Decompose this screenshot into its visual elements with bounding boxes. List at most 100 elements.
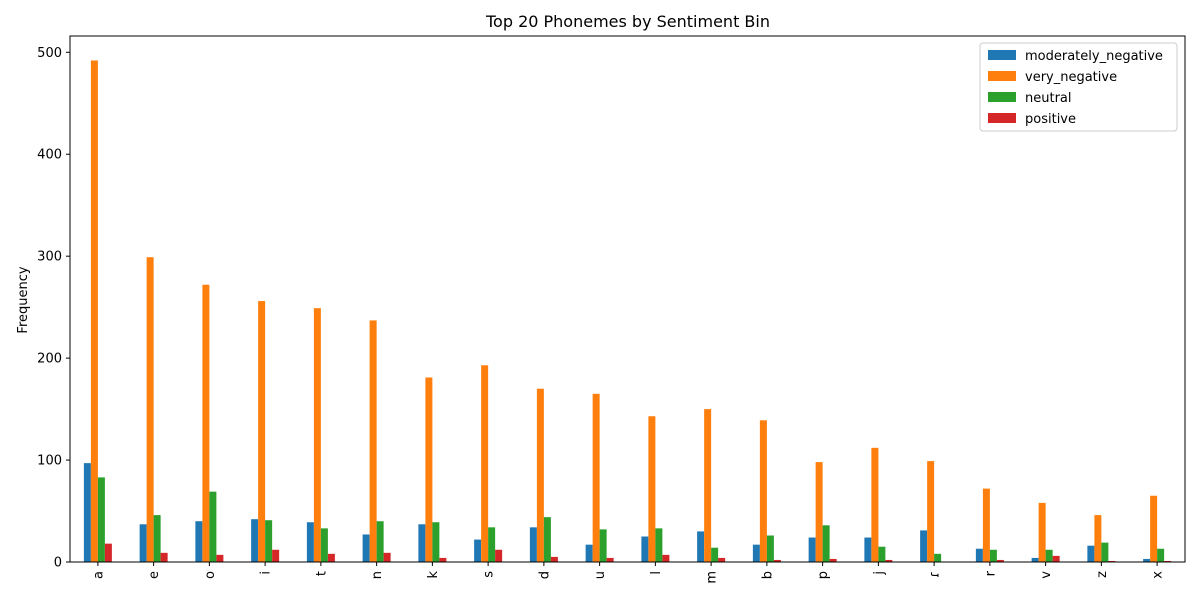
bar-positive-11 — [718, 557, 726, 562]
bar-neutral-10 — [655, 528, 663, 562]
series-moderately-negative — [83, 463, 1151, 562]
bar-positive-16 — [996, 559, 1004, 562]
bar-positive-13 — [829, 558, 837, 562]
bar-moderately-negative-13 — [808, 537, 816, 562]
bar-moderately-negative-0 — [83, 463, 91, 562]
bar-neutral-7 — [488, 527, 496, 562]
bar-positive-6 — [439, 557, 447, 562]
y-tick-label-4: 400 — [37, 148, 62, 163]
bar-very-negative-14 — [871, 447, 879, 562]
bar-very-negative-0 — [90, 60, 98, 562]
y-tick-label-3: 300 — [37, 250, 62, 265]
x-tick-label-18: z — [1095, 571, 1110, 578]
bar-positive-17 — [1052, 555, 1060, 562]
x-tick-label-1: e — [147, 571, 162, 579]
legend-label-positive: positive — [1025, 112, 1076, 127]
bar-very-negative-19 — [1150, 495, 1158, 562]
bar-neutral-2 — [209, 491, 217, 562]
bar-neutral-12 — [766, 535, 774, 562]
chart-title: Top 20 Phonemes by Sentiment Bin — [485, 12, 770, 31]
bar-neutral-0 — [97, 477, 105, 562]
bar-very-negative-16 — [982, 488, 990, 562]
plot-frame — [69, 35, 1186, 563]
bar-positive-12 — [773, 559, 781, 562]
y-axis: 0 100 200 300 400 500 — [37, 46, 70, 571]
bar-neutral-19 — [1157, 548, 1165, 562]
bar-positive-5 — [383, 552, 391, 562]
bar-neutral-17 — [1045, 549, 1053, 562]
bar-positive-18 — [1108, 560, 1116, 562]
bar-very-negative-13 — [815, 462, 823, 562]
bar-neutral-3 — [265, 520, 273, 562]
bar-moderately-negative-19 — [1143, 558, 1151, 562]
bar-positive-4 — [327, 553, 335, 562]
x-tick-label-8: d — [537, 571, 552, 579]
bar-neutral-4 — [320, 528, 328, 562]
y-tick-label-2: 200 — [37, 352, 62, 367]
bar-neutral-14 — [878, 546, 886, 562]
bar-neutral-18 — [1101, 542, 1109, 562]
bar-moderately-negative-16 — [975, 548, 983, 562]
bar-moderately-negative-1 — [139, 524, 147, 562]
bar-positive-19 — [1164, 560, 1172, 562]
bar-very-negative-18 — [1094, 515, 1102, 562]
bar-moderately-negative-6 — [418, 524, 426, 562]
bar-very-negative-2 — [202, 284, 210, 562]
legend-label-neutral: neutral — [1025, 91, 1072, 106]
bar-neutral-9 — [599, 529, 607, 562]
bar-moderately-negative-14 — [864, 537, 872, 562]
x-tick-label-3: i — [259, 571, 274, 575]
bar-moderately-negative-9 — [585, 544, 593, 562]
bar-very-negative-11 — [704, 409, 712, 562]
x-tick-label-15: ɾ — [928, 571, 943, 578]
bar-moderately-negative-3 — [251, 519, 259, 562]
legend-swatch-neutral — [988, 92, 1016, 102]
x-tick-label-9: u — [593, 571, 608, 579]
x-tick-label-16: r — [983, 570, 998, 576]
bar-moderately-negative-8 — [529, 527, 537, 562]
bar-very-negative-17 — [1038, 502, 1046, 562]
bar-very-negative-1 — [146, 257, 154, 562]
legend-label-very-negative: very_negative — [1025, 70, 1117, 85]
bar-neutral-1 — [153, 515, 161, 562]
plot-area — [69, 35, 1186, 563]
x-tick-label-12: b — [760, 571, 775, 579]
bar-neutral-15 — [934, 553, 942, 562]
series-neutral — [97, 477, 1165, 562]
x-tick-label-7: s — [482, 571, 497, 578]
legend-label-moderately-negative: moderately_negative — [1025, 49, 1163, 64]
bar-very-negative-8 — [536, 388, 544, 562]
bar-positive-10 — [662, 554, 670, 562]
bar-very-negative-6 — [425, 377, 433, 562]
legend-swatch-moderately-negative — [988, 50, 1016, 60]
x-tick-label-10: l — [649, 571, 664, 575]
bar-positive-0 — [104, 543, 112, 562]
x-tick-label-0: a — [91, 571, 106, 579]
bar-very-negative-3 — [258, 301, 266, 562]
x-tick-label-13: p — [816, 571, 831, 579]
bar-positive-9 — [606, 557, 614, 562]
bar-moderately-negative-4 — [306, 522, 314, 562]
x-tick-label-6: k — [426, 571, 441, 579]
bar-very-negative-12 — [759, 420, 767, 562]
series-very-negative — [90, 60, 1158, 562]
bar-very-negative-10 — [648, 416, 656, 562]
bar-moderately-negative-2 — [195, 521, 203, 562]
bar-moderately-negative-12 — [752, 544, 760, 562]
x-tick-label-14: j — [872, 571, 887, 576]
bar-moderately-negative-5 — [362, 534, 370, 562]
bar-positive-14 — [885, 559, 893, 562]
bar-very-negative-15 — [927, 461, 935, 562]
x-tick-label-2: o — [203, 571, 218, 579]
bar-moderately-negative-11 — [697, 531, 705, 562]
bar-neutral-5 — [376, 521, 384, 562]
y-tick-label-1: 100 — [37, 454, 62, 469]
bar-neutral-6 — [432, 522, 440, 562]
bar-very-negative-4 — [313, 308, 321, 562]
x-tick-label-19: x — [1151, 571, 1166, 579]
bar-positive-7 — [495, 549, 503, 562]
bar-positive-3 — [272, 549, 280, 562]
